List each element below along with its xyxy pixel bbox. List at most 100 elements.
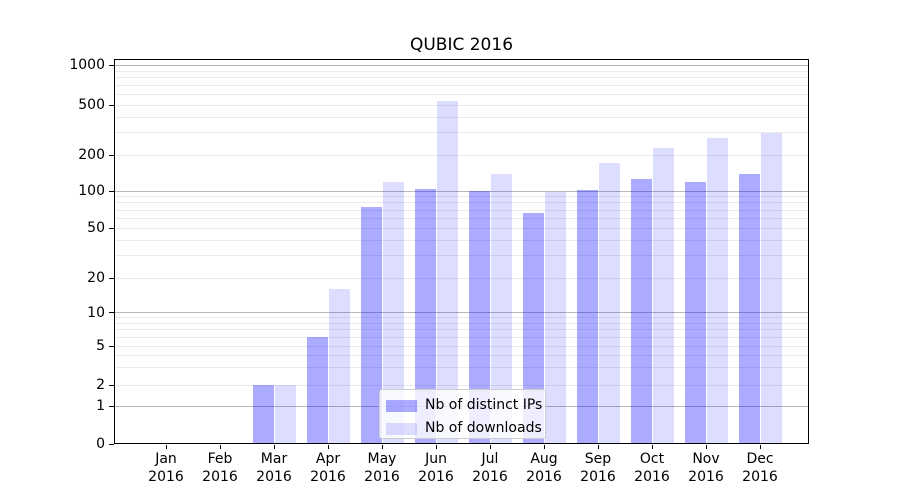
bar-downloads [436,101,458,444]
x-tick-mark [219,445,221,449]
gridline-minor [115,255,808,257]
x-tick-label: Jul 2016 [455,450,525,486]
x-tick-month: Aug [530,451,558,467]
y-tick-mark [109,277,114,279]
gridline-minor [115,384,808,386]
bar-downloads [328,289,350,444]
gridline-minor [115,227,808,229]
x-tick-month: Jan [155,451,177,467]
x-tick-label: Sep 2016 [563,450,633,486]
x-tick-mark [489,445,491,449]
bar-downloads [274,385,296,444]
y-tick-mark [109,443,114,445]
y-tick-label: 1 [96,398,105,414]
legend-label: Nb of distinct IPs [425,397,543,413]
x-tick-label: Aug 2016 [509,450,579,486]
x-tick-label: Feb 2016 [185,450,255,486]
x-tick-mark [381,445,383,449]
bar-distinct-ips [684,181,706,444]
gridline-minor [115,239,808,241]
x-tick-label: Jun 2016 [401,450,471,486]
x-tick-label: Dec 2016 [725,450,795,486]
legend-swatch [386,399,417,412]
y-tick-mark [109,405,114,407]
legend-swatch [386,422,417,435]
y-tick-mark [109,384,114,386]
x-tick-year: 2016 [202,469,238,485]
x-tick-year: 2016 [418,469,454,485]
x-tick-mark [327,445,329,449]
x-tick-year: 2016 [634,469,670,485]
y-tick-label: 1000 [69,57,105,73]
legend-entry: Nb of distinct IPs [386,396,545,415]
x-tick-month: Nov [692,451,720,467]
x-tick-year: 2016 [310,469,346,485]
gridline-major [115,64,808,66]
x-tick-mark [705,445,707,449]
x-tick-month: Dec [746,451,774,467]
gridline-minor [115,104,808,106]
y-tick-label: 100 [78,183,105,199]
x-tick-year: 2016 [256,469,292,485]
x-tick-mark [651,445,653,449]
y-tick-label: 5 [96,338,105,354]
x-tick-year: 2016 [580,469,616,485]
gridline-minor [115,217,808,219]
y-tick-mark [109,104,114,106]
x-tick-label: Oct 2016 [617,450,687,486]
y-tick-label: 10 [87,304,105,321]
bar-distinct-ips [360,207,382,444]
x-tick-month: Sep [584,451,612,467]
x-tick-year: 2016 [688,469,724,485]
chart-title: QUBIC 2016 [409,35,514,55]
legend-entry: Nb of downloads [386,419,545,438]
gridline-minor [115,85,808,87]
gridline-major [115,190,808,192]
y-tick-mark [109,312,114,313]
gridline-minor [115,277,808,279]
gridline-minor [115,154,808,156]
x-tick-mark [273,445,275,449]
x-tick-label: May 2016 [347,450,417,486]
bar-distinct-ips [414,189,436,444]
x-tick-mark [435,445,437,449]
x-tick-month: Jul [481,451,499,467]
gridline-minor [115,202,808,204]
gridline-minor [115,196,808,198]
gridline-minor [115,322,808,324]
y-tick-mark [109,227,114,229]
gridline-minor [115,132,808,134]
x-tick-month: Feb [207,451,233,467]
x-tick-year: 2016 [148,469,184,485]
gridline-minor [115,77,808,79]
bar-downloads [652,148,674,444]
x-tick-month: Mar [260,451,288,467]
bar-downloads [760,133,782,444]
x-tick-label: Mar 2016 [239,450,309,486]
bar-downloads [706,138,728,444]
gridline-minor [115,70,808,72]
x-tick-label: Jan 2016 [131,450,201,486]
bar-distinct-ips [576,189,598,444]
gridline-minor [115,354,808,356]
bar-distinct-ips [738,173,760,444]
gridline-minor [115,317,808,319]
bar-distinct-ips [522,213,544,444]
x-tick-month: May [367,451,397,467]
bar-downloads [598,162,620,444]
x-tick-month: Oct [639,451,665,467]
gridline-minor [115,345,808,347]
y-tick-label: 50 [87,220,105,236]
x-tick-mark [597,445,599,449]
y-tick-label: 500 [78,97,105,113]
y-tick-mark [109,190,114,192]
y-tick-label: 2 [96,377,105,393]
x-tick-mark [543,445,545,449]
x-tick-year: 2016 [526,469,562,485]
x-tick-label: Apr 2016 [293,450,363,486]
bar-distinct-ips [468,191,490,444]
bar-downloads [544,192,566,444]
x-tick-year: 2016 [472,469,508,485]
bar-downloads [382,182,404,444]
bar-distinct-ips [306,337,328,444]
